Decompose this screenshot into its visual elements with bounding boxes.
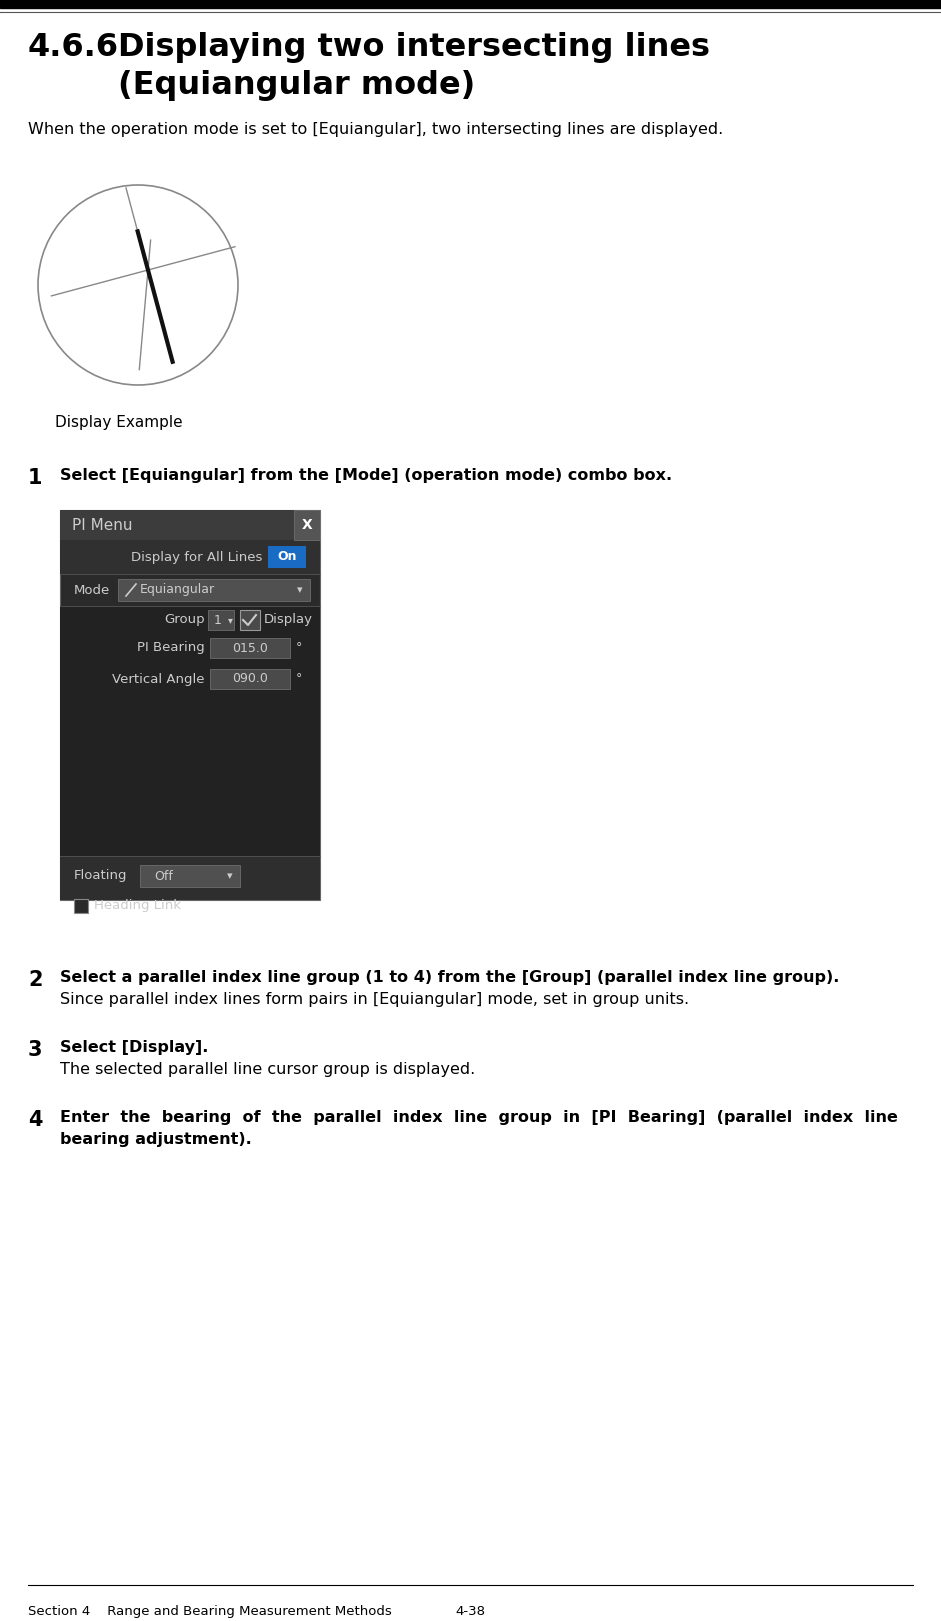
Text: (Equiangular mode): (Equiangular mode) bbox=[118, 70, 475, 101]
Text: ▾: ▾ bbox=[297, 585, 303, 595]
Bar bbox=[60, 511, 320, 900]
Text: Floating: Floating bbox=[74, 869, 127, 882]
Text: On: On bbox=[278, 551, 296, 564]
Bar bbox=[240, 609, 260, 631]
Text: 090.0: 090.0 bbox=[232, 673, 268, 686]
Text: PI Bearing: PI Bearing bbox=[137, 642, 205, 655]
Text: Enter  the  bearing  of  the  parallel  index  line  group  in  [PI  Bearing]  (: Enter the bearing of the parallel index … bbox=[60, 1110, 898, 1125]
Text: Displaying two intersecting lines: Displaying two intersecting lines bbox=[118, 32, 710, 63]
Bar bbox=[60, 540, 320, 574]
Bar bbox=[60, 606, 320, 695]
Bar bbox=[118, 579, 310, 601]
Bar bbox=[208, 609, 234, 631]
Text: Since parallel index lines form pairs in [Equiangular] mode, set in group units.: Since parallel index lines form pairs in… bbox=[60, 992, 689, 1007]
Bar bbox=[0, 0, 941, 8]
Text: ▾: ▾ bbox=[228, 614, 232, 626]
Text: Equiangular: Equiangular bbox=[140, 584, 215, 597]
Text: 1: 1 bbox=[28, 468, 42, 488]
Text: PI Menu: PI Menu bbox=[72, 517, 133, 533]
Text: When the operation mode is set to [Equiangular], two intersecting lines are disp: When the operation mode is set to [Equia… bbox=[28, 122, 724, 138]
Text: °: ° bbox=[296, 642, 302, 655]
Text: 2: 2 bbox=[28, 969, 42, 990]
Text: Section 4    Range and Bearing Measurement Methods: Section 4 Range and Bearing Measurement … bbox=[28, 1605, 391, 1618]
Text: Vertical Angle: Vertical Angle bbox=[113, 673, 205, 686]
Text: Group: Group bbox=[165, 613, 205, 626]
Text: 4-38: 4-38 bbox=[455, 1605, 485, 1618]
Text: 4.6.6: 4.6.6 bbox=[28, 32, 119, 63]
Text: Heading Link: Heading Link bbox=[94, 900, 181, 913]
Text: 4: 4 bbox=[28, 1110, 42, 1130]
Text: 1: 1 bbox=[214, 613, 222, 626]
Bar bbox=[268, 546, 306, 567]
Text: °: ° bbox=[296, 673, 302, 686]
Bar bbox=[294, 511, 320, 540]
Text: Select a parallel index line group (1 to 4) from the [Group] (parallel index lin: Select a parallel index line group (1 to… bbox=[60, 969, 839, 986]
Bar bbox=[60, 695, 320, 856]
Text: Display for All Lines: Display for All Lines bbox=[131, 551, 262, 564]
Bar bbox=[74, 900, 88, 913]
Bar bbox=[60, 856, 320, 900]
Bar bbox=[210, 639, 290, 658]
Text: Select [Equiangular] from the [Mode] (operation mode) combo box.: Select [Equiangular] from the [Mode] (op… bbox=[60, 468, 672, 483]
Text: ▾: ▾ bbox=[227, 870, 232, 880]
Text: bearing adjustment).: bearing adjustment). bbox=[60, 1131, 252, 1148]
Text: 015.0: 015.0 bbox=[232, 642, 268, 655]
Text: The selected parallel line cursor group is displayed.: The selected parallel line cursor group … bbox=[60, 1062, 475, 1076]
Text: Mode: Mode bbox=[74, 584, 110, 597]
Bar bbox=[60, 511, 320, 540]
Text: Off: Off bbox=[154, 869, 173, 882]
Bar bbox=[140, 866, 240, 887]
Text: Select [Display].: Select [Display]. bbox=[60, 1041, 208, 1055]
Text: Display Example: Display Example bbox=[55, 415, 183, 430]
Text: Display: Display bbox=[264, 613, 313, 626]
Bar bbox=[210, 669, 290, 689]
Text: X: X bbox=[302, 519, 312, 532]
Text: 3: 3 bbox=[28, 1041, 42, 1060]
